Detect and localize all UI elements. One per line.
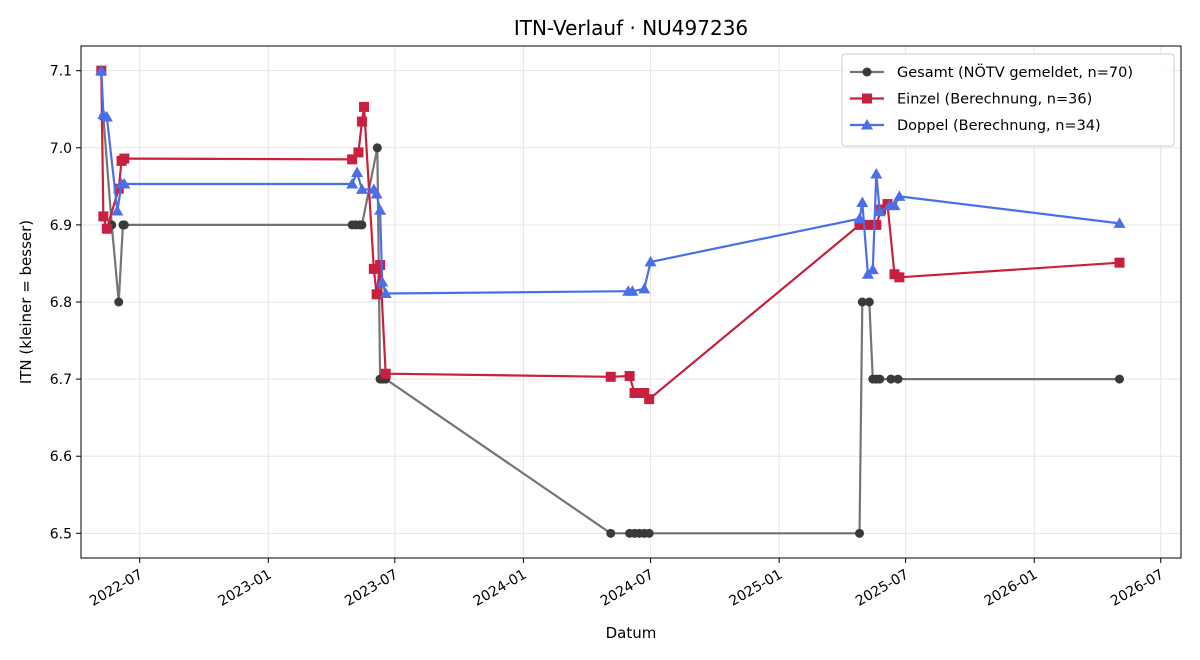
data-point [119, 153, 130, 164]
legend-label: Gesamt (NÖTV gemeldet, n=70) [897, 63, 1133, 81]
y-tick-label: 6.8 [50, 295, 72, 311]
data-point [372, 143, 382, 153]
data-point [893, 190, 906, 201]
data-point [359, 101, 370, 112]
data-point [114, 297, 124, 307]
data-point [857, 297, 867, 307]
y-tick-label: 7.1 [50, 64, 72, 80]
data-point [1114, 257, 1125, 268]
data-point [355, 183, 368, 194]
data-point [871, 219, 882, 230]
legend: Gesamt (NÖTV gemeldet, n=70) Einzel (Bere… [841, 53, 1175, 147]
data-point [118, 178, 131, 189]
y-tick-label: 6.6 [50, 449, 72, 465]
data-point [347, 154, 358, 165]
x-axis-title: Datum [606, 624, 657, 642]
data-point [856, 196, 869, 208]
legend-marker [861, 119, 873, 130]
y-tick-label: 6.9 [50, 218, 72, 234]
legend-entry: Doppel (Berechnung, n=34) [850, 118, 1101, 134]
data-point [111, 205, 124, 216]
data-point [376, 275, 389, 287]
data-point [894, 272, 905, 283]
data-point [855, 528, 865, 538]
data-point [374, 204, 387, 215]
data-point [626, 285, 639, 296]
data-point [638, 282, 651, 294]
data-point [370, 188, 383, 199]
data-point [854, 219, 865, 230]
data-point [101, 223, 112, 234]
y-tick-label: 7.0 [50, 141, 72, 157]
data-point [357, 220, 367, 230]
data-point [870, 168, 883, 179]
legend-entry: Einzel (Berechnung, n=36) [850, 92, 1092, 108]
data-point [862, 219, 873, 230]
data-point [864, 297, 874, 307]
data-point [119, 220, 129, 230]
data-point [886, 374, 896, 384]
data-point [873, 205, 886, 217]
data-point [853, 212, 866, 224]
data-point [371, 289, 382, 300]
legend-box [841, 53, 1175, 147]
data-point [644, 394, 655, 405]
chart-title: ITN-Verlauf · NU497236 [514, 16, 748, 40]
legend-marker [862, 93, 872, 104]
data-point [368, 263, 379, 274]
data-point [379, 287, 392, 299]
legend-entry: Gesamt (NÖTV gemeldet, n=70) [850, 63, 1133, 81]
y-axis-title: ITN (kleiner = besser) [17, 220, 35, 384]
data-point [875, 374, 885, 384]
data-point [375, 259, 386, 270]
data-point [353, 147, 364, 158]
legend-marker [862, 67, 872, 77]
y-tick-label: 6.7 [50, 372, 72, 388]
plot-series [95, 64, 1126, 538]
data-point [644, 255, 657, 267]
data-point [100, 110, 113, 122]
data-point [605, 371, 616, 382]
data-point [113, 183, 124, 194]
data-point [356, 116, 367, 127]
data-point [624, 371, 635, 382]
data-point [639, 387, 650, 398]
data-point [893, 374, 903, 384]
data-point [644, 528, 654, 538]
legend-label: Doppel (Berechnung, n=34) [897, 118, 1101, 134]
data-point [1113, 217, 1126, 228]
series-triangle [95, 64, 1126, 299]
data-point [888, 199, 901, 211]
data-point [380, 368, 391, 379]
data-point [1115, 374, 1125, 384]
legend-label: Einzel (Berechnung, n=36) [897, 92, 1092, 108]
data-point [606, 528, 616, 538]
data-point [95, 64, 108, 76]
data-point [866, 263, 879, 275]
y-axis: 6.5 6.6 6.7 6.8 6.9 7.0 7.1 [50, 64, 81, 542]
data-point [98, 211, 109, 222]
y-tick-label: 6.5 [50, 526, 72, 542]
data-point [346, 178, 359, 189]
data-point [351, 166, 364, 177]
